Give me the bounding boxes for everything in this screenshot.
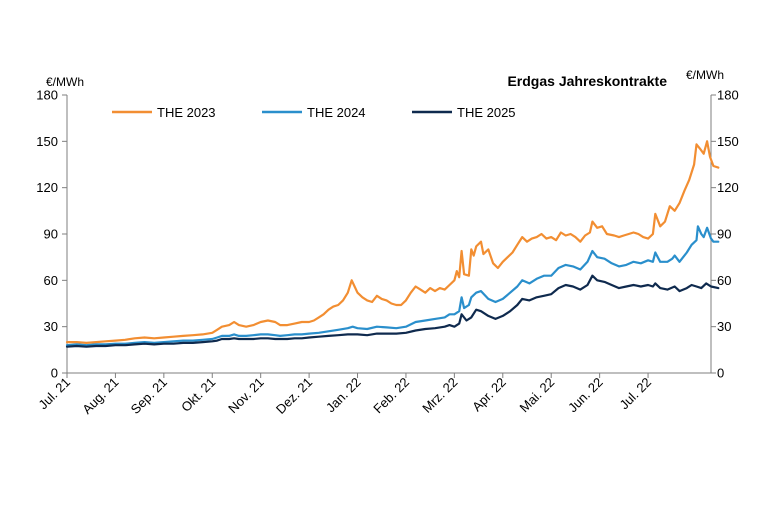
x-tick-label: Aug. 21 bbox=[79, 375, 121, 417]
series-line-2 bbox=[65, 225, 720, 347]
series-line-3 bbox=[65, 274, 720, 348]
y-tick-label-left: 90 bbox=[44, 227, 58, 242]
y-tick-label-right: 150 bbox=[717, 134, 739, 149]
y-tick-label-right: 90 bbox=[717, 227, 731, 242]
x-tick-label: Okt. 21 bbox=[178, 375, 218, 415]
x-tick-label: Nov. 21 bbox=[225, 375, 267, 417]
series-line-1 bbox=[65, 140, 720, 344]
y-tick-label-left: 0 bbox=[51, 366, 58, 381]
y-tick-label-right: 180 bbox=[717, 88, 739, 103]
y-tick-label-left: 120 bbox=[36, 180, 58, 195]
y-tick-label-left: 30 bbox=[44, 319, 58, 334]
x-tick-label: Mai. 22 bbox=[517, 375, 558, 416]
x-tick-label: Apr. 22 bbox=[469, 375, 509, 415]
x-tick-label: Jun. 22 bbox=[565, 375, 606, 416]
x-tick-label: Mrz. 22 bbox=[419, 375, 460, 416]
x-tick-label: Jan. 22 bbox=[323, 375, 364, 416]
y-tick-label-left: 180 bbox=[36, 88, 58, 103]
y-ticks-right: 0 30 60 90 120 150 180 bbox=[711, 88, 739, 381]
x-tick-label: Sep. 21 bbox=[128, 375, 170, 417]
y-axis-unit-right: €/MWh bbox=[686, 68, 724, 82]
x-tick-label: Dez. 21 bbox=[273, 375, 315, 417]
legend-label-3: THE 2025 bbox=[457, 105, 516, 120]
x-tick-label: Feb. 22 bbox=[370, 375, 412, 417]
x-ticks: Jul. 21 Aug. 21 Sep. 21 Okt. 21 Nov. 21 Dez. … bbox=[35, 373, 654, 417]
y-tick-label-left: 60 bbox=[44, 273, 58, 288]
chart-title: Erdgas Jahreskontrakte bbox=[507, 73, 667, 89]
x-tick-label: Jul. 22 bbox=[616, 375, 654, 413]
legend-label-2: THE 2024 bbox=[307, 105, 366, 120]
y-ticks-left: 0 30 60 90 120 150 180 bbox=[36, 88, 67, 381]
y-axis-unit-left: €/MWh bbox=[46, 75, 84, 89]
y-tick-label-right: 120 bbox=[717, 180, 739, 195]
y-tick-label-right: 0 bbox=[717, 366, 724, 381]
legend: THE 2023 THE 2024 THE 2025 bbox=[112, 105, 516, 120]
y-tick-label-right: 60 bbox=[717, 273, 731, 288]
series-lines bbox=[65, 140, 720, 348]
y-tick-label-right: 30 bbox=[717, 319, 731, 334]
y-tick-label-left: 150 bbox=[36, 134, 58, 149]
legend-label-1: THE 2023 bbox=[157, 105, 216, 120]
